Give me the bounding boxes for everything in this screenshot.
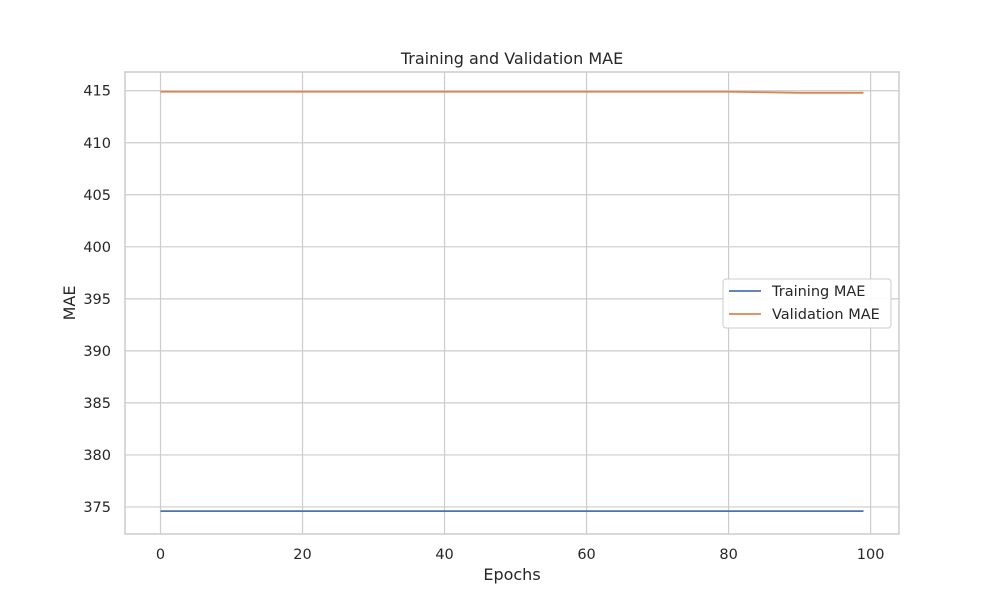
chart-title: Training and Validation MAE [400,49,623,68]
legend-label-training: Training MAE [771,284,865,300]
y-tick-label: 410 [83,136,111,152]
y-tick-label: 405 [83,188,111,204]
y-tick-label: 390 [83,344,111,360]
legend-box [722,278,892,329]
y-tick-label: 415 [83,84,111,100]
legend-label-validation: Validation MAE [772,307,880,323]
x-tick-label: 40 [435,547,453,563]
x-tick-labels: 0 20 40 60 80 100 [156,547,885,563]
x-tick-label: 60 [577,547,595,563]
y-tick-label: 385 [83,396,111,412]
y-tick-label: 375 [83,500,111,516]
plot-frame [124,71,900,535]
x-axis-label: Epochs [483,565,540,584]
series-lines [160,90,864,513]
y-axis-label: MAE [60,286,79,321]
legend: Training MAE Validation MAE [722,278,892,329]
y-tick-labels: 375 380 385 390 395 400 405 410 415 [83,84,111,516]
x-tick-label: 100 [857,547,885,563]
x-tick-label: 20 [293,547,311,563]
x-tick-label: 0 [156,547,165,563]
x-tick-label: 80 [719,547,737,563]
y-tick-label: 395 [83,292,111,308]
y-tick-label: 380 [83,448,111,464]
y-tick-label: 400 [83,240,111,256]
validation-mae-line [160,90,864,94]
